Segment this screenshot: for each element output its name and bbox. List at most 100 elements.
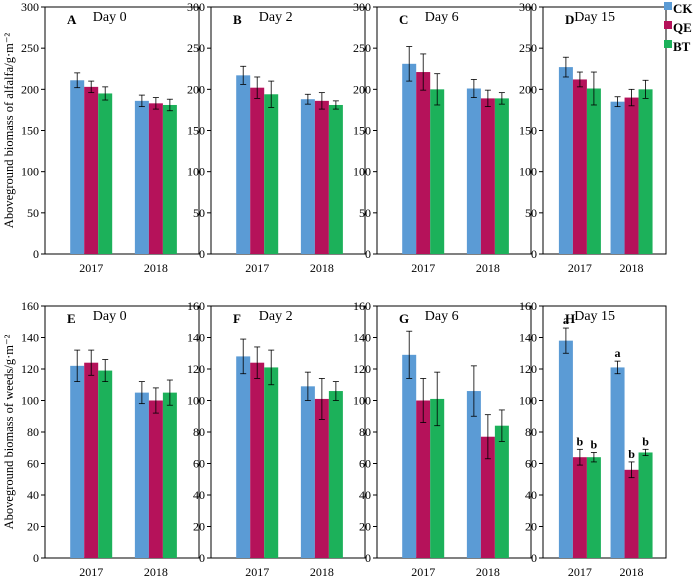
panel-title: Day 0	[93, 10, 127, 25]
y-tick-label: 140	[519, 331, 537, 345]
y-tick-label: 300	[519, 0, 537, 14]
bar-CK-2017	[558, 67, 573, 254]
y-tick-label: 40	[359, 488, 371, 502]
y-tick-label: 80	[193, 425, 205, 439]
x-tick-label: 2017	[79, 565, 103, 579]
bar-BT-2018	[494, 98, 509, 254]
y-tick-label: 0	[531, 247, 537, 261]
x-tick-label: 2018	[310, 261, 334, 275]
legend-label-CK: CK	[673, 1, 693, 16]
bar-BT-2018	[328, 104, 343, 254]
panel-letter: A	[67, 12, 77, 27]
bar-BT-2018	[162, 104, 177, 254]
y-tick-label: 100	[519, 394, 537, 408]
y-tick-label: 300	[187, 0, 205, 14]
x-tick-label: 2018	[476, 565, 500, 579]
x-tick-label: 2018	[476, 261, 500, 275]
y-tick-label: 250	[519, 41, 537, 55]
significance-label: b	[591, 437, 598, 451]
x-tick-label: 2017	[245, 261, 269, 275]
panel-E: 0 20 40 60 80 100 120 140 160 Aboveground biomass…	[2, 299, 200, 579]
bar-BT-2017	[98, 370, 113, 558]
x-tick-label: 2018	[310, 565, 334, 579]
significance-label: b	[577, 434, 584, 448]
significance-label: b	[628, 447, 635, 461]
panel-title: Day 2	[259, 309, 293, 324]
bar-CK-2017	[236, 356, 251, 558]
panel-letter: E	[67, 311, 76, 326]
bar-CK-2018	[610, 101, 625, 254]
panel-letter: D	[565, 12, 574, 27]
bar-QE-2018	[480, 436, 495, 558]
y-tick-label: 100	[187, 394, 205, 408]
y-tick-label: 0	[199, 551, 205, 565]
y-tick-label: 20	[525, 520, 537, 534]
bar-QE-2017	[250, 87, 265, 254]
panel-title: Day 15	[574, 10, 615, 25]
y-tick-label: 140	[353, 331, 371, 345]
bar-QE-2018	[624, 97, 639, 254]
y-tick-label: 300	[353, 0, 371, 14]
y-tick-label: 80	[525, 425, 537, 439]
y-tick-label: 160	[519, 299, 537, 313]
y-tick-label: 140	[21, 331, 39, 345]
y-tick-label: 150	[21, 124, 39, 138]
x-tick-label: 2018	[144, 565, 168, 579]
bar-CK-2018	[300, 99, 315, 254]
x-tick-label: 2017	[411, 261, 435, 275]
y-tick-label: 120	[21, 362, 39, 376]
panel-G: 0 20 40 60 80 100 120 140 160 G Day 6 2017 2018	[353, 299, 532, 579]
bar-QE-2018	[314, 398, 329, 558]
bar-CK-2018	[466, 391, 481, 558]
panel-letter: B	[233, 12, 242, 27]
bar-QE-2017	[84, 362, 99, 558]
y-tick-label: 250	[353, 41, 371, 55]
y-tick-label: 150	[519, 124, 537, 138]
x-tick-label: 2018	[144, 261, 168, 275]
panel-letter: F	[233, 311, 241, 326]
bar-QE-2018	[314, 100, 329, 254]
legend-swatch-CK	[664, 2, 672, 10]
panel-title: Day 0	[93, 309, 127, 324]
y-tick-label: 120	[519, 362, 537, 376]
bar-QE-2018	[624, 469, 639, 558]
bar-CK-2018	[466, 88, 481, 254]
bar-CK-2017	[558, 340, 573, 558]
bar-BT-2018	[328, 391, 343, 558]
bar-CK-2017	[70, 365, 85, 558]
bar-CK-2018	[300, 386, 315, 558]
y-tick-label: 40	[525, 488, 537, 502]
y-tick-label: 100	[353, 165, 371, 179]
y-tick-label: 200	[21, 82, 39, 96]
panel-title: Day 2	[259, 10, 293, 25]
legend-label-BT: BT	[673, 39, 691, 54]
panel-B: 0 50 100 150 200 250 300 B Day 2 2017 2018	[187, 0, 366, 275]
y-tick-label: 150	[187, 124, 205, 138]
bar-BT-2017	[430, 89, 445, 254]
panel-title: Day 6	[425, 10, 459, 25]
panel-C: 0 50 100 150 200 250 300 C Day 6 2017 2018	[353, 0, 532, 275]
y-tick-label: 160	[21, 299, 39, 313]
bar-CK-2018	[134, 100, 149, 254]
y-axis-label: Aboveground biomass of weeds/g·m⁻²	[2, 334, 16, 529]
panel-D: 0 50 100 150 200 250 300 D Day 15 2017 2018	[519, 0, 667, 275]
bar-BT-2017	[586, 88, 601, 254]
y-tick-label: 50	[359, 206, 371, 220]
y-tick-label: 120	[187, 362, 205, 376]
significance-label: a	[615, 346, 621, 360]
bar-CK-2017	[402, 354, 417, 558]
x-tick-label: 2017	[79, 261, 103, 275]
bar-BT-2017	[264, 94, 279, 254]
bar-CK-2017	[236, 75, 251, 254]
bar-CK-2017	[70, 80, 85, 254]
y-tick-label: 250	[21, 41, 39, 55]
y-tick-label: 50	[193, 206, 205, 220]
y-tick-label: 0	[531, 551, 537, 565]
panel-letter: G	[399, 311, 409, 326]
y-tick-label: 60	[27, 457, 39, 471]
y-tick-label: 40	[27, 488, 39, 502]
y-tick-label: 0	[33, 247, 39, 261]
y-tick-label: 20	[27, 520, 39, 534]
